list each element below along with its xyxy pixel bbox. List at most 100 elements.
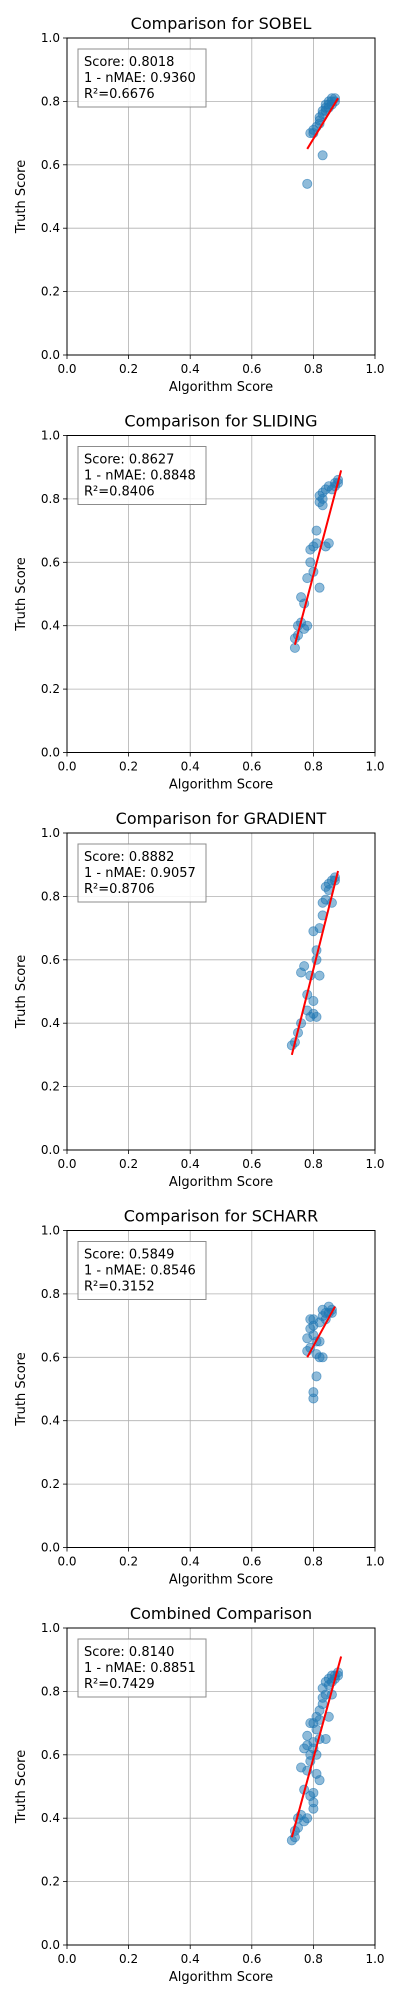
- plot-frame: [66, 435, 376, 753]
- data-point: [302, 1813, 313, 1824]
- chart-title: Comparison for SOBEL: [131, 14, 312, 33]
- stats-line: Score: 0.8140: [84, 1645, 174, 1660]
- x-tick-label: 0.6: [242, 760, 261, 774]
- data-point: [311, 1371, 322, 1382]
- y-tick-label: 1.0: [41, 826, 60, 840]
- x-tick-label: 0.6: [242, 1157, 261, 1171]
- x-tick-label: 1.0: [365, 362, 384, 376]
- y-tick-label: 0.6: [41, 158, 60, 172]
- y-tick-label: 0.2: [41, 1477, 60, 1491]
- x-tick-label: 0.0: [57, 1952, 76, 1966]
- stats-line: Score: 0.5849: [84, 1248, 174, 1263]
- y-tick-label: 0.2: [41, 682, 60, 696]
- fit-line: [306, 97, 339, 150]
- data-point: [314, 490, 325, 501]
- y-tick-label: 0.2: [41, 1080, 60, 1094]
- data-point: [308, 1797, 319, 1808]
- y-tick-label: 0.6: [41, 953, 60, 967]
- x-axis-label: Algorithm Score: [169, 1175, 273, 1190]
- fit-line: [293, 470, 343, 645]
- data-point: [314, 112, 325, 123]
- data-point: [308, 1787, 319, 1798]
- x-tick-label: 0.8: [304, 1952, 323, 1966]
- data-point: [323, 538, 334, 549]
- stats-box: [77, 1638, 207, 1698]
- stats-line: R²=0.6676: [84, 87, 155, 102]
- x-tick-label: 1.0: [365, 760, 384, 774]
- stats-line: R²=0.8406: [84, 485, 155, 500]
- stats-line: Score: 0.8882: [84, 850, 174, 865]
- x-tick-label: 0.4: [181, 1555, 200, 1569]
- x-tick-label: 0.8: [304, 1555, 323, 1569]
- fit-line: [290, 1656, 343, 1838]
- plot-frame: [66, 1230, 376, 1548]
- data-point: [305, 557, 316, 568]
- x-tick-label: 0.4: [181, 1952, 200, 1966]
- fit-line: [306, 1306, 336, 1358]
- x-axis-label: Algorithm Score: [169, 1573, 273, 1588]
- stats-line: 1 - nMAE: 0.9057: [84, 866, 196, 881]
- x-tick-label: 1.0: [365, 1952, 384, 1966]
- y-axis-label: Truth Score: [14, 1352, 29, 1427]
- data-point: [308, 1387, 319, 1398]
- data-point: [308, 1008, 319, 1019]
- data-point: [317, 1352, 328, 1363]
- stats-line: 1 - nMAE: 0.8851: [84, 1661, 196, 1676]
- stats-box: [77, 446, 207, 505]
- y-tick-label: 0.4: [41, 619, 60, 633]
- x-tick-label: 0.0: [57, 1157, 76, 1171]
- y-tick-label: 0.2: [41, 1875, 60, 1889]
- y-tick-label: 1.0: [41, 429, 60, 443]
- stats-box: [77, 48, 207, 108]
- chart-panel: Comparison for SCHARR 0.0 0.2 0.4 0.6 0.8 1.0 0…: [14, 1207, 385, 1588]
- stats-line: R²=0.7429: [84, 1677, 155, 1692]
- x-tick-label: 0.6: [242, 362, 261, 376]
- stats-box: [77, 843, 207, 903]
- data-point: [308, 1314, 319, 1325]
- chart-panel: Comparison for GRADIENT 0.0 0.2 0.4 0.6 0.8 1.…: [14, 809, 385, 1190]
- y-tick-label: 0.0: [41, 1541, 60, 1555]
- x-tick-label: 0.2: [119, 1157, 138, 1171]
- y-tick-label: 0.4: [41, 1016, 60, 1030]
- chart-panel: Comparison for SOBEL 0.0 0.2 0.4 0.6 0.8 1.0 0.…: [14, 14, 385, 395]
- plot-frame: [66, 37, 376, 356]
- x-tick-label: 0.0: [57, 760, 76, 774]
- y-tick-label: 0.8: [41, 1684, 60, 1698]
- x-axis-label: Algorithm Score: [169, 380, 273, 395]
- x-axis-label: Algorithm Score: [169, 778, 273, 793]
- stats-line: Score: 0.8018: [84, 55, 174, 70]
- data-point: [314, 582, 325, 593]
- data-point: [302, 620, 313, 631]
- plot-frame: [66, 1627, 376, 1946]
- data-point: [317, 150, 328, 161]
- stats-box: [77, 1241, 207, 1300]
- y-tick-label: 1.0: [41, 1621, 60, 1635]
- fit-line: [290, 870, 340, 1056]
- chart-title: Combined Comparison: [130, 1604, 312, 1623]
- stats-line: R²=0.3152: [84, 1280, 155, 1295]
- y-tick-label: 1.0: [41, 1224, 60, 1238]
- x-tick-label: 0.8: [304, 362, 323, 376]
- y-tick-label: 0.8: [41, 889, 60, 903]
- x-tick-label: 0.8: [304, 1157, 323, 1171]
- x-tick-label: 0.6: [242, 1555, 261, 1569]
- y-axis-label: Truth Score: [14, 1750, 29, 1825]
- data-point: [308, 996, 319, 1007]
- stats-line: R²=0.8706: [84, 882, 155, 897]
- y-tick-label: 0.2: [41, 285, 60, 299]
- stats-line: 1 - nMAE: 0.8848: [84, 469, 196, 484]
- x-tick-label: 0.0: [57, 1555, 76, 1569]
- y-tick-label: 0.6: [41, 555, 60, 569]
- y-tick-label: 0.0: [41, 1938, 60, 1952]
- x-tick-label: 0.0: [57, 362, 76, 376]
- y-tick-label: 0.6: [41, 1350, 60, 1364]
- y-axis-label: Truth Score: [14, 557, 29, 632]
- y-tick-label: 0.0: [41, 746, 60, 760]
- x-tick-label: 0.2: [119, 1952, 138, 1966]
- data-point: [299, 961, 310, 972]
- y-tick-label: 1.0: [41, 31, 60, 45]
- y-tick-label: 0.8: [41, 492, 60, 506]
- chart-title: Comparison for GRADIENT: [116, 809, 327, 828]
- plot-frame: [66, 832, 376, 1151]
